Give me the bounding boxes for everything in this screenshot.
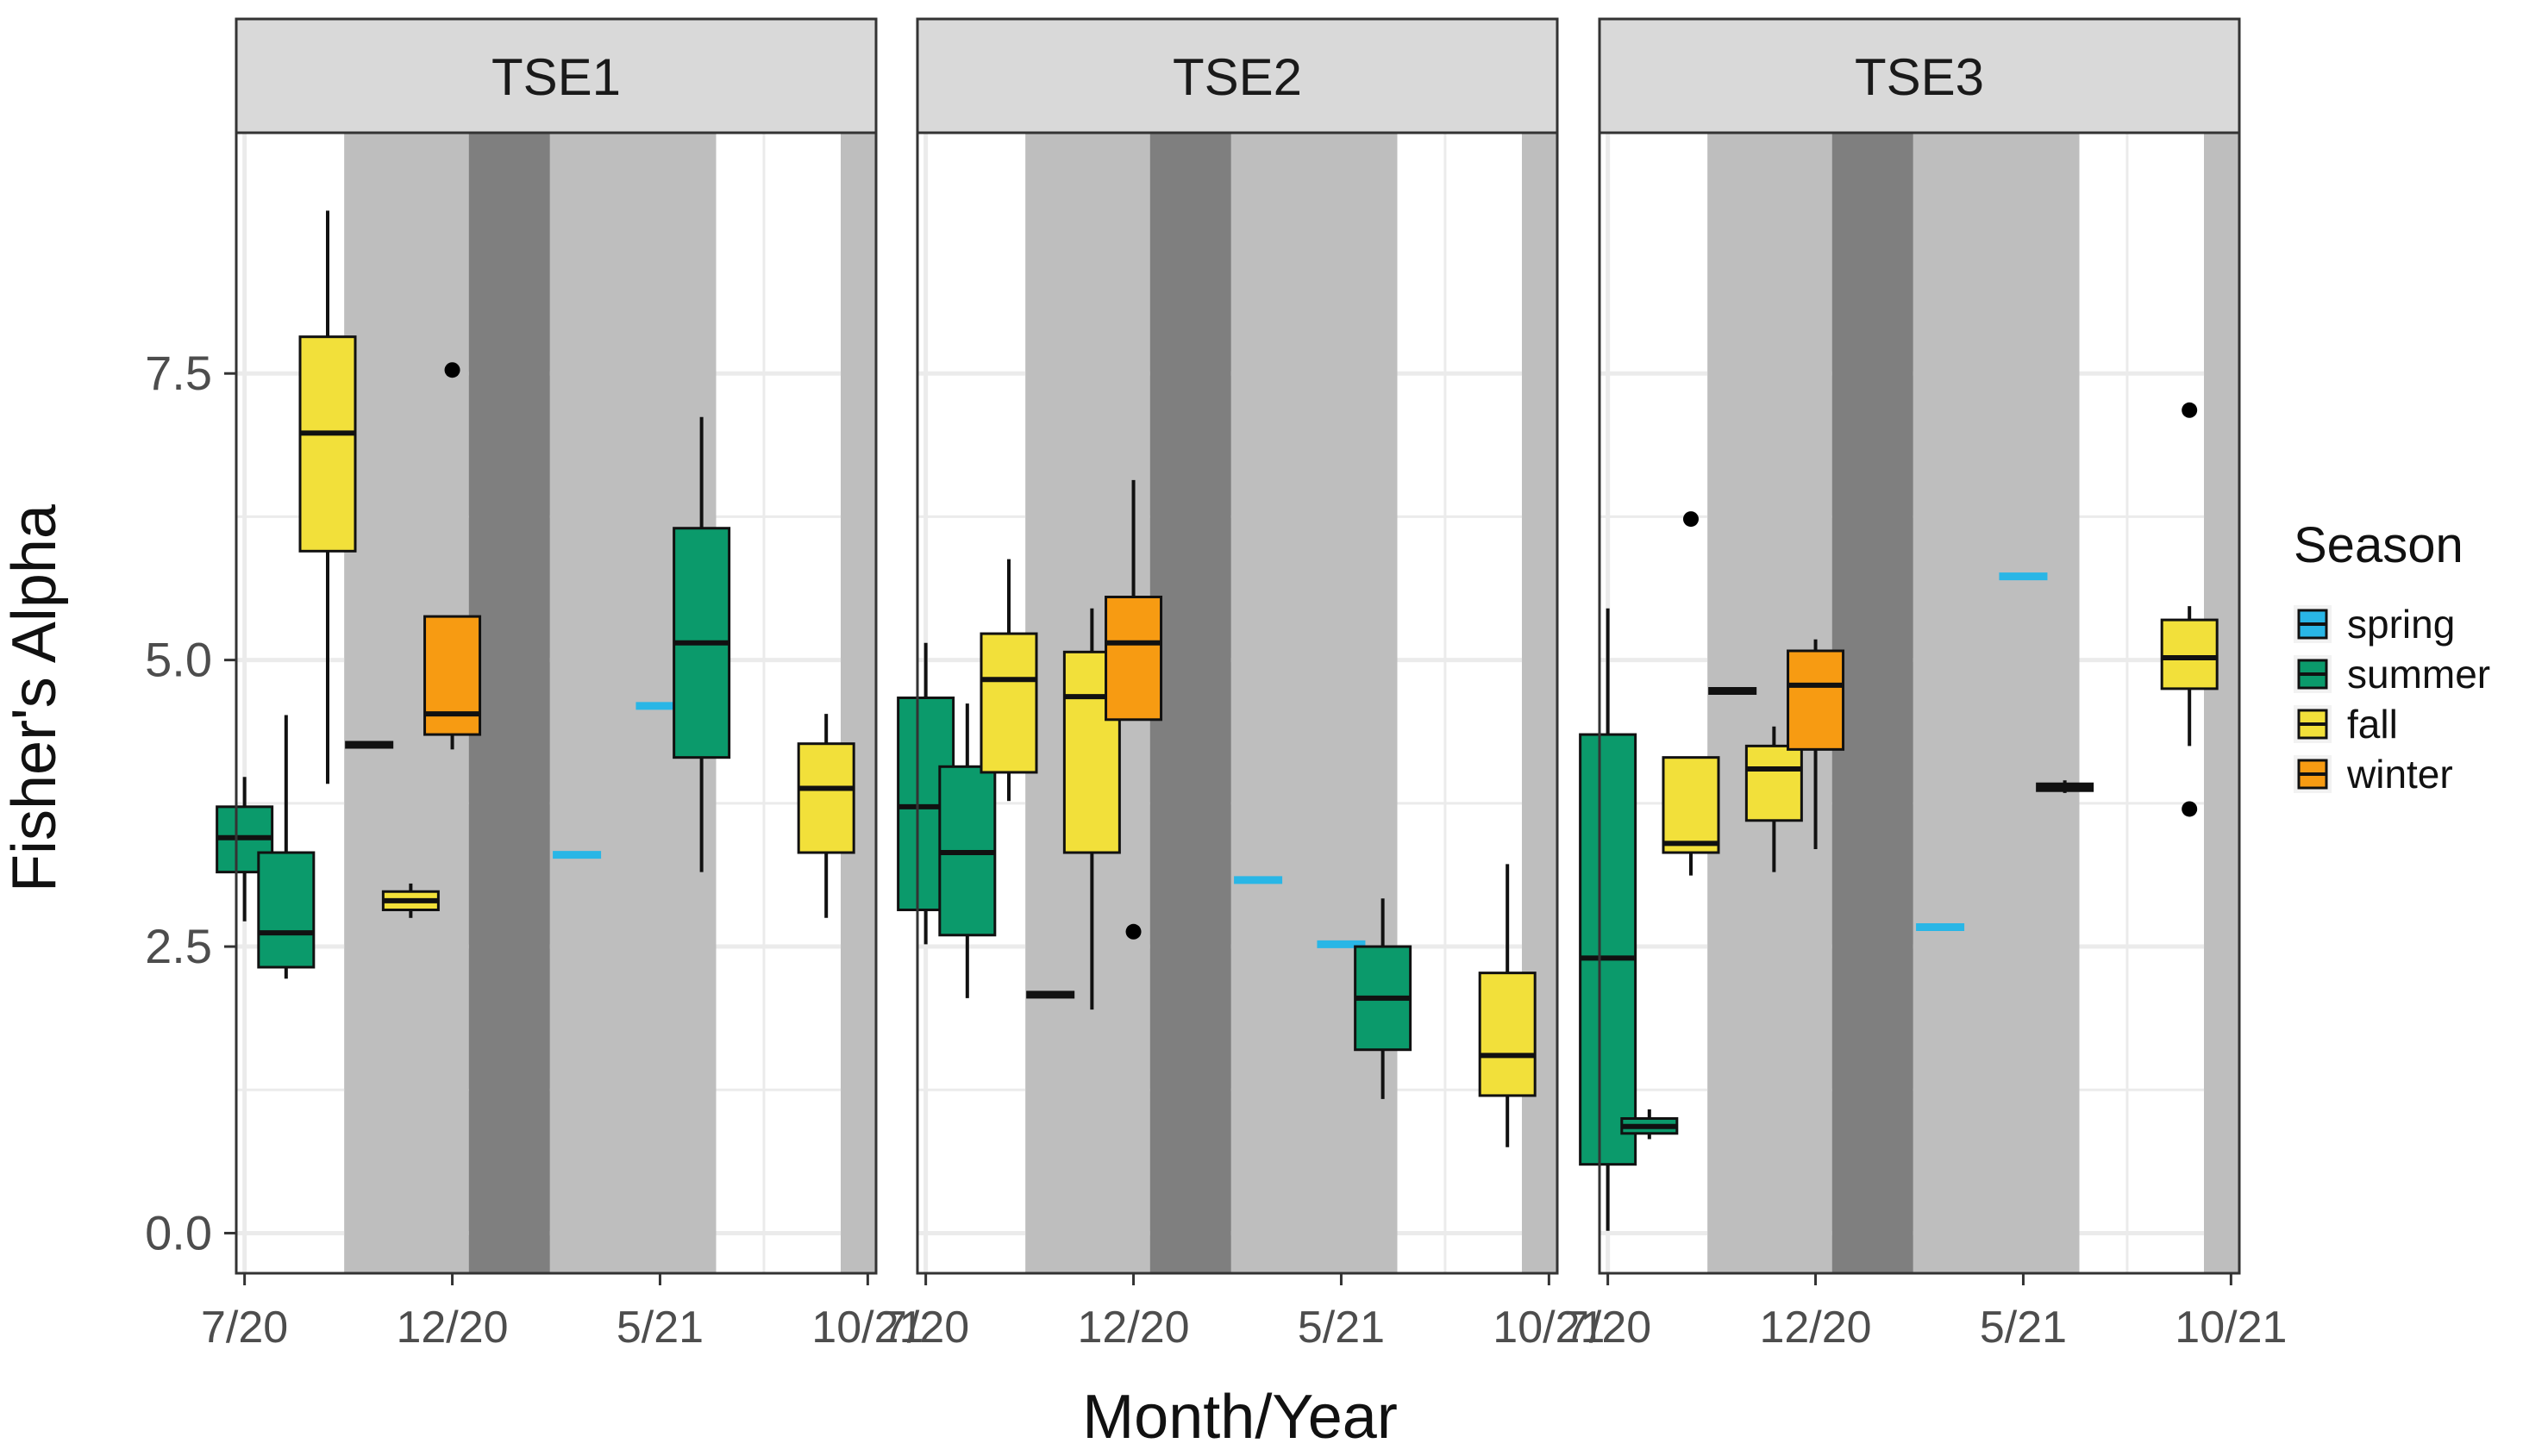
panel-strip [235,17,878,134]
box-body [1478,972,1537,1097]
box-tse2-m14 [1478,864,1537,1147]
season-band-overlay [1913,133,2080,1273]
x-tick-label: 5/21 [1980,1303,2067,1353]
box-tse3-m4 [1744,726,1803,872]
box-tse1-m0 [216,777,274,922]
legend-item-summer: summer [2294,652,2490,697]
panel-border [235,131,878,1275]
panel-tse1: TSE1 [216,17,878,1275]
box-outlier [2182,801,2198,817]
legend-item-winter: winter [2294,752,2453,797]
box-body [1744,744,1803,822]
box-tse1-m11 [673,416,731,872]
box-tse2-m5 [1105,479,1163,940]
box-body [797,742,855,854]
season-band-overlay [2204,133,2239,1273]
box-tse1-m14 [797,714,855,918]
x-tick-label: 12/20 [1759,1303,1871,1353]
box-body [2160,618,2219,691]
box-outlier [1125,923,1142,940]
box-tse2-m2 [980,559,1038,802]
panel-tse3: TSE3 [1579,17,2241,1275]
box-tse3-m14 [2160,402,2219,817]
x-tick-label: 5/21 [617,1303,704,1353]
box-body [1787,649,1845,751]
season-band-overlay [468,133,550,1273]
legend-label: fall [2347,702,2398,747]
box-outlier [1683,511,1699,528]
box-tse2-m1 [938,703,997,998]
box-outlier [444,362,460,378]
box-tse3-m1 [1620,1109,1679,1140]
box-tse3-m5 [1787,639,1845,850]
x-axis-title: Month/Year [1082,1383,1398,1452]
box-body [1662,756,1720,854]
box-body [1579,733,1637,1166]
box-tse3-m11 [2036,780,2094,793]
y-tick-label: 7.5 [145,346,212,400]
x-tick-label: 7/20 [201,1303,288,1353]
legend: Season spring summer fall winter [2294,517,2490,797]
panel-tse2: TSE2 [897,17,1559,1275]
box-tse1-m2 [298,210,357,784]
season-band-overlay [841,133,876,1273]
panel-title: TSE1 [491,48,621,106]
box-tse3-m0 [1579,608,1637,1231]
season-band-overlay [1230,133,1398,1273]
x-tick-label: 10/21 [1493,1303,1605,1353]
box-tse1-m4 [381,883,440,918]
box-outlier [2182,402,2198,418]
season-band-overlay [1831,133,1913,1273]
x-tick-label: 10/21 [2175,1303,2287,1353]
box-tse1-m5 [423,362,482,750]
legend-item-spring: spring [2294,602,2455,647]
box-body [423,615,482,736]
panel-border [1598,131,2241,1275]
y-tick-label: 0.0 [145,1205,212,1259]
y-axis-title: Fisher's Alpha [0,503,69,892]
season-band-overlay [1522,133,1557,1273]
y-tick-label: 5.0 [145,633,212,687]
season-band-overlay [1149,133,1231,1273]
panels-layer: TSE1 TSE2 TSE3 [216,17,2241,1275]
x-tick-label: 10/21 [811,1303,923,1353]
panel-title: TSE3 [1855,48,1984,106]
legend-label: summer [2347,652,2490,697]
box-body [257,851,316,969]
box-tse2-m11 [1354,898,1412,1099]
x-tick-label: 5/21 [1298,1303,1385,1353]
panel-strip [916,17,1559,134]
x-tick-label: 12/20 [1077,1303,1189,1353]
y-tick-label: 2.5 [145,919,212,973]
box-tse1-m1 [257,715,316,979]
panel-title: TSE2 [1173,48,1302,106]
panel-border [916,131,1559,1275]
box-tse3-m2 [1662,511,1720,876]
legend-label: spring [2347,602,2455,647]
x-tick-label: 7/20 [882,1303,969,1353]
legend-title: Season [2294,517,2463,573]
x-tick-label: 7/20 [1564,1303,1651,1353]
legend-item-fall: fall [2294,702,2398,747]
axes-layer: 7/20 12/20 5/21 10/217/20 12/20 5/21 10/217/20… [145,346,2287,1353]
x-tick-label: 12/20 [396,1303,508,1353]
box-body [298,335,357,553]
box-body [1105,596,1163,722]
box-body [980,632,1038,774]
panel-strip [1598,17,2241,134]
legend-label: winter [2346,752,2453,797]
